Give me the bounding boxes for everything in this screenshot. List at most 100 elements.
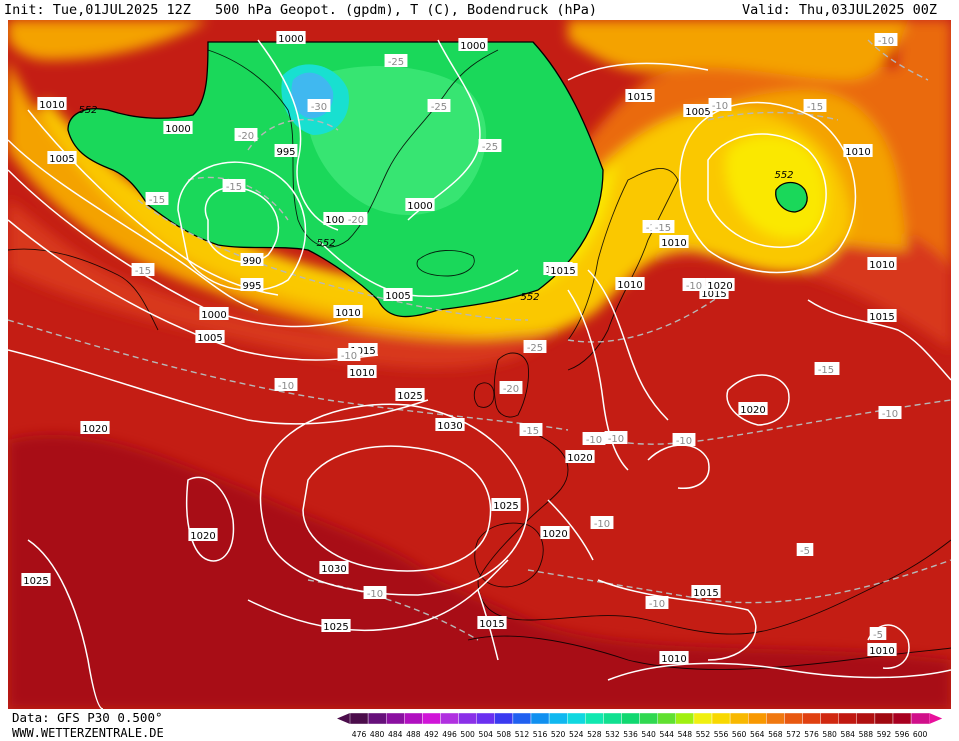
legend-value-label: 528 [587, 730, 602, 739]
isotherm-label-text: -5 [800, 546, 810, 557]
legend-value-label: 564 [750, 730, 765, 739]
legend-swatch [476, 713, 495, 725]
field-light-orange-north [8, 20, 208, 60]
isobar-label: 1010 [37, 97, 67, 111]
isotherm-label-box [796, 543, 814, 556]
isobar-label: 1010 [659, 651, 689, 665]
isobar-label: 1010 [615, 277, 645, 291]
isotherm-label-text: -15 [655, 223, 671, 234]
isobar-label-text: 1010 [845, 147, 870, 158]
isotherm-label-text: -15 [135, 266, 151, 277]
legend-value-label: 560 [732, 730, 747, 739]
isobar-label-box [843, 144, 873, 157]
isotherm-line-5 [567, 289, 729, 343]
weather-map[interactable]: 1000 1000 1010 1000 1005 995 1005 1000 990 995 100… [8, 20, 951, 709]
isotherm-label: -10 [582, 432, 606, 446]
isobar-label-box [405, 198, 435, 211]
isotherm-label: -10 [682, 278, 706, 292]
coast-ireland [473, 382, 495, 408]
field-green-east-small [775, 182, 808, 212]
legend-swatch [748, 713, 767, 725]
legend-swatch [367, 713, 387, 725]
contour-552-label: 552 [520, 292, 539, 303]
isotherm-label-text: -30 [311, 102, 327, 113]
legend-value-label: 476 [352, 730, 367, 739]
valid-time-label: Valid: Thu,03JUL2025 00Z [742, 2, 938, 18]
isobar-labels: 1000 1000 1010 1000 1005 995 1005 1000 990 995 100… [21, 31, 897, 665]
isobar-label-box [435, 418, 465, 431]
isobar-label-box [867, 643, 897, 656]
legend-swatch [892, 713, 912, 725]
isotherm-label: -30 [307, 99, 331, 113]
legend-swatch [838, 713, 858, 725]
isobar-label-text: 1015 [479, 619, 504, 630]
legend-swatch [494, 713, 514, 725]
isotherm-label: -10 [337, 348, 361, 362]
legend-swatch [639, 713, 658, 725]
legend-swatch [693, 713, 713, 725]
isotherm-label: -15 [519, 423, 543, 437]
isobar-1020-central [726, 374, 790, 426]
isobar-label-box [565, 450, 595, 463]
coast-scandinavia [567, 168, 679, 371]
coast-canada [8, 248, 159, 331]
isobar-label-text: 1020 [707, 281, 732, 292]
legend-value-label: 512 [515, 730, 530, 739]
isotherm-label-box [131, 263, 155, 276]
isotherm-label-text: -20 [348, 215, 364, 226]
legend-value-label: 508 [497, 730, 512, 739]
isotherm-label-box [590, 516, 614, 529]
isotherm-label: -20 [234, 128, 258, 142]
isotherm-labels: -25 -30 -25 -20 -25 -15 -15 -20 -15 -10 -10 -10 -25 -… [131, 33, 902, 641]
isobar-label-box [625, 89, 655, 102]
isobar-label-text: 1010 [661, 654, 686, 665]
legend-right-arrow [929, 713, 943, 724]
legend-swatch [440, 713, 459, 725]
contour-552-east [775, 181, 808, 213]
isobar-label: 1015 [477, 616, 507, 630]
isobar-label: 1010 [867, 643, 897, 657]
isobar-label: 1005 [383, 288, 413, 302]
isotherm-label-box [814, 362, 838, 375]
isobar-label: 1000 [199, 307, 229, 321]
coast-europe [477, 429, 951, 635]
isobar-label-text: 1020 [82, 424, 107, 435]
isobar-label-text: 1010 [869, 646, 894, 657]
init-time-label: Init: Tue,01JUL2025 12Z [4, 2, 191, 18]
legend-value-label: 516 [533, 730, 548, 739]
isobar-label-text: 1020 [567, 453, 592, 464]
header-bar: Init: Tue,01JUL2025 12Z 500 hPa Geopot. … [0, 0, 959, 20]
map-title: 500 hPa Geopot. (gpdm), T (C), Bodendruc… [215, 2, 598, 18]
isotherm-label: -15 [145, 192, 169, 206]
isobar-1005-west [8, 139, 259, 311]
isobar-label-text: 1000 [165, 124, 190, 135]
isotherm-label-box [222, 179, 246, 192]
isobar-label-text: 1010 [349, 368, 374, 379]
legend-value-label: 496 [442, 730, 457, 739]
isobar-label: 1020 [705, 278, 735, 292]
isobar-label: 1025 [321, 619, 351, 633]
site-url-label[interactable]: WWW.WETTERZENTRALE.DE [12, 726, 164, 740]
isotherm-label-text: -15 [818, 365, 834, 376]
isobar-label-box [477, 616, 507, 629]
isobar-label-box [548, 263, 578, 276]
isotherm-label-text: -25 [388, 57, 404, 68]
isobar-label: 1010 [333, 305, 363, 319]
isotherm-label: -25 [384, 54, 408, 68]
legend-value-label: 484 [388, 730, 403, 739]
legend-value-label: 536 [623, 730, 638, 739]
isobar-label-box [458, 38, 488, 51]
isobar-1015-scandinavia [567, 289, 629, 471]
isobar-label-box [319, 561, 349, 574]
isobar-1010-east-low [679, 101, 857, 274]
isotherm-label-box [344, 212, 368, 225]
isobar-label: 1025 [395, 388, 425, 402]
isotherm-label-text: -10 [712, 101, 728, 112]
isobar-label-text: 1005 [325, 215, 350, 226]
legend-value-label: 576 [804, 730, 819, 739]
isotherm-label: -15 [803, 99, 827, 113]
isobar-label-box [615, 277, 645, 290]
isobar-1025-southwest [27, 539, 104, 709]
isobar-label-box [867, 257, 897, 270]
isobar-label-box [540, 526, 570, 539]
